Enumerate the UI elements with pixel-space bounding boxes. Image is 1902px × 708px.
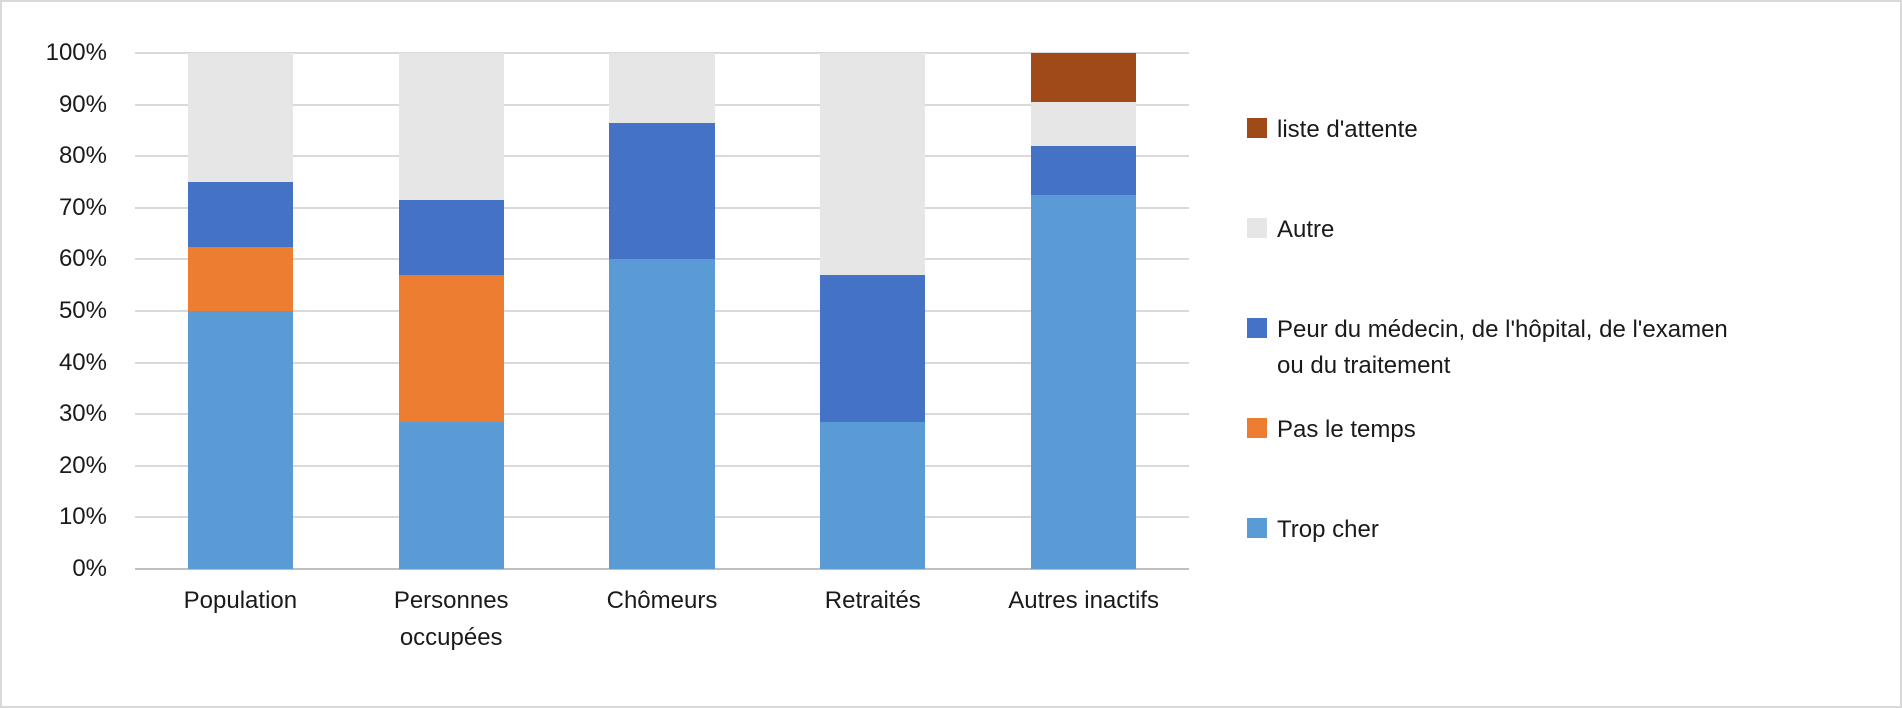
- bar-segment: [1030, 53, 1137, 103]
- legend-item: liste d'attente: [1247, 112, 1418, 148]
- bar-segment: [609, 259, 715, 569]
- bar-slot: [557, 53, 768, 569]
- legend-label: Peur du médecin, de l'hôpital, de l'exam…: [1277, 316, 1728, 379]
- y-tick-label: 20%: [58, 451, 107, 479]
- legend-label: Autre: [1277, 216, 1335, 243]
- bar-segment: [609, 122, 715, 260]
- bar-segment: [1030, 145, 1137, 195]
- legend-swatch-icon: [1247, 518, 1267, 538]
- bar-Autres inactifs: [1030, 53, 1137, 569]
- bar-segment: [820, 421, 926, 569]
- bar-segment: [187, 182, 294, 247]
- legend-item: Peur du médecin, de l'hôpital, de l'exam…: [1247, 312, 1728, 384]
- x-category-label: Autres inactifs: [1008, 587, 1159, 614]
- legend-label: Pas le temps: [1277, 416, 1416, 443]
- gridline: [135, 52, 1189, 54]
- bar-segment: [187, 53, 294, 182]
- bar-segment: [187, 246, 294, 311]
- bar-segment: [187, 311, 294, 569]
- legend-label: Trop cher: [1277, 516, 1379, 543]
- y-tick-label: 10%: [58, 503, 107, 531]
- bar-segment: [398, 53, 504, 201]
- x-axis: Population Personnes occupées Chômeurs Retra…: [135, 582, 1189, 656]
- y-tick-label: 0%: [72, 555, 107, 582]
- x-category-label: Retraités: [824, 587, 921, 614]
- bar-Retraités: [820, 53, 926, 569]
- bars-layer: [135, 53, 1189, 569]
- bar-slot: [767, 53, 978, 569]
- y-tick-label: 60%: [58, 245, 107, 273]
- y-tick-label: 90%: [58, 90, 107, 118]
- y-tick-label: 80%: [58, 142, 107, 170]
- y-tick-label: 70%: [58, 193, 107, 221]
- legend-swatch-icon: [1247, 318, 1267, 338]
- bar-segment: [398, 421, 504, 569]
- bar-segment: [609, 53, 715, 123]
- legend: liste d'attente Autre Peur du médecin, de …: [1247, 112, 1895, 652]
- bar-slot: [135, 53, 346, 569]
- y-tick-label: 40%: [58, 348, 107, 376]
- legend-item: Trop cher: [1247, 512, 1379, 548]
- legend-swatch-icon: [1247, 118, 1267, 138]
- y-tick-label: 30%: [58, 400, 107, 428]
- y-tick-label: 50%: [58, 297, 107, 324]
- bar-segment: [820, 53, 926, 275]
- x-category-label: Population: [183, 587, 298, 614]
- bar-Personnes occupées: [398, 53, 504, 569]
- legend-item: Autre: [1247, 212, 1334, 248]
- y-tick-label: 100%: [45, 39, 107, 66]
- legend-label: liste d'attente: [1277, 116, 1418, 143]
- y-axis: 100% 90% 80% 70% 60% 50% 40% 30% 20% 10% 0%: [2, 39, 107, 582]
- bar-segment: [1030, 194, 1137, 569]
- legend-item: Pas le temps: [1247, 412, 1416, 448]
- x-axis-line: [135, 568, 1189, 570]
- bar-slot: [978, 53, 1189, 569]
- bar-slot: [346, 53, 557, 569]
- legend-swatch-icon: [1247, 218, 1267, 238]
- legend-swatch-icon: [1247, 418, 1267, 438]
- bar-segment: [820, 274, 926, 422]
- x-category-label: Chômeurs: [606, 587, 718, 614]
- bar-segment: [398, 200, 504, 275]
- plot-area: [135, 52, 1189, 570]
- x-category-label: Personnes occupées: [393, 587, 509, 652]
- bar-segment: [398, 274, 504, 422]
- bar-Population: [187, 53, 294, 569]
- bar-Chômeurs: [609, 53, 715, 569]
- bar-segment: [1030, 102, 1137, 146]
